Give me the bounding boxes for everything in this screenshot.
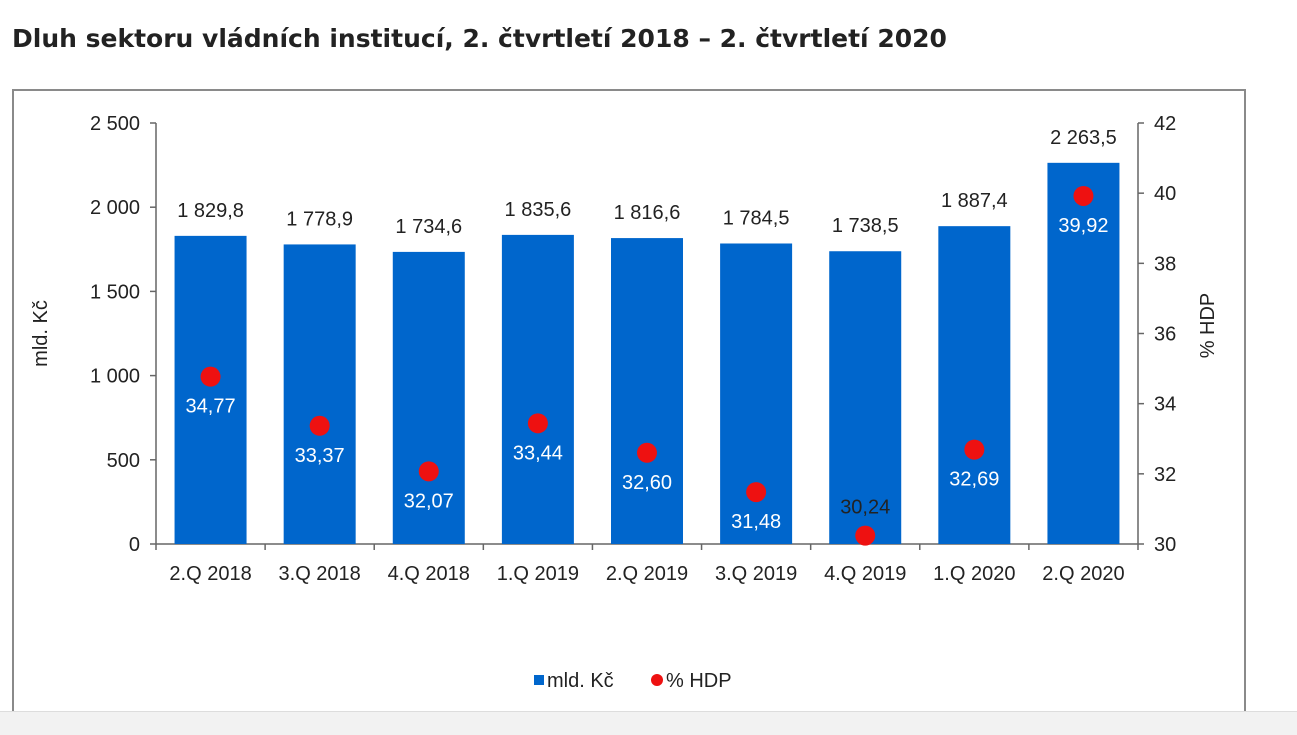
bar bbox=[501, 234, 574, 545]
right-axis-tick-label: 32 bbox=[1154, 464, 1176, 486]
hdp-value-label: 33,44 bbox=[513, 442, 563, 464]
legend-marker-bars bbox=[534, 675, 544, 685]
bar bbox=[1047, 162, 1120, 544]
right-axis-tick-label: 30 bbox=[1154, 534, 1176, 556]
bar bbox=[174, 235, 247, 544]
page-title: Dluh sektoru vládních institucí, 2. čtvr… bbox=[12, 24, 947, 53]
hdp-point bbox=[1073, 185, 1094, 206]
x-axis-tick-label: 4.Q 2018 bbox=[388, 563, 470, 585]
x-axis-tick-label: 2.Q 2018 bbox=[169, 563, 251, 585]
hdp-point bbox=[309, 415, 330, 436]
hdp-value-label: 39,92 bbox=[1058, 215, 1108, 237]
hdp-point bbox=[746, 482, 767, 503]
x-axis-tick-label: 2.Q 2020 bbox=[1042, 563, 1124, 585]
x-axis-tick-label: 3.Q 2018 bbox=[279, 563, 361, 585]
hdp-value-label: 32,07 bbox=[404, 490, 454, 512]
bar-value-label: 2 263,5 bbox=[1050, 127, 1117, 149]
left-axis-tick-label: 1 500 bbox=[90, 281, 140, 303]
hdp-value-label: 32,60 bbox=[622, 472, 672, 494]
bar-value-label: 1 829,8 bbox=[177, 200, 244, 222]
bar bbox=[938, 226, 1011, 544]
chart-frame: 0 500 1 000 1 500 2 000 2 500 mld. Kč 30 32 34 36 3… bbox=[12, 89, 1246, 729]
right-axis-tick-label: 40 bbox=[1154, 183, 1176, 205]
bottom-scroll-area bbox=[0, 711, 1297, 735]
hdp-point bbox=[964, 439, 985, 460]
bar-value-label: 1 816,6 bbox=[614, 202, 681, 224]
left-axis-tick-label: 2 500 bbox=[90, 113, 140, 135]
legend-label-bars: mld. Kč bbox=[547, 670, 614, 692]
hdp-value-label: 31,48 bbox=[731, 511, 781, 533]
left-axis-tick-label: 2 000 bbox=[90, 197, 140, 219]
bar bbox=[283, 244, 356, 545]
x-axis-tick-label: 3.Q 2019 bbox=[715, 563, 797, 585]
bar-value-label: 1 887,4 bbox=[941, 190, 1008, 212]
left-axis-label: mld. Kč bbox=[30, 300, 52, 367]
right-axis-tick-label: 38 bbox=[1154, 253, 1176, 275]
hdp-value-label: 32,69 bbox=[949, 469, 999, 491]
hdp-point bbox=[418, 461, 439, 482]
bar bbox=[392, 251, 465, 544]
hdp-value-label: 33,37 bbox=[295, 445, 345, 467]
x-axis-tick-label: 1.Q 2019 bbox=[497, 563, 579, 585]
hdp-point bbox=[855, 525, 876, 546]
left-axis-tick-label: 0 bbox=[129, 534, 140, 556]
hdp-value-label: 34,77 bbox=[186, 396, 236, 418]
x-axis-tick-label: 4.Q 2019 bbox=[824, 563, 906, 585]
right-axis-tick-label: 34 bbox=[1154, 394, 1176, 416]
legend-marker-points bbox=[651, 674, 663, 686]
bar-value-label: 1 734,6 bbox=[395, 216, 462, 238]
hdp-point bbox=[637, 442, 657, 463]
right-axis-label: % HDP bbox=[1197, 293, 1219, 359]
x-axis-tick-label: 1.Q 2020 bbox=[933, 563, 1015, 585]
hdp-value-label: 30,24 bbox=[840, 497, 890, 519]
bar-value-label: 1 778,9 bbox=[286, 208, 353, 230]
bar-value-label: 1 738,5 bbox=[832, 215, 899, 237]
debt-chart: 0 500 1 000 1 500 2 000 2 500 mld. Kč 30 32 34 36 3… bbox=[30, 113, 1219, 692]
left-axis-tick-label: 500 bbox=[107, 450, 140, 472]
right-axis-tick-label: 36 bbox=[1154, 324, 1176, 346]
bar bbox=[829, 251, 902, 544]
hdp-point bbox=[200, 366, 221, 387]
bar-value-label: 1 784,5 bbox=[723, 207, 790, 229]
hdp-point bbox=[527, 413, 548, 434]
bar-value-label: 1 835,6 bbox=[505, 199, 572, 221]
bar bbox=[611, 238, 683, 544]
left-axis-tick-label: 1 000 bbox=[90, 366, 140, 388]
legend-label-points: % HDP bbox=[666, 670, 732, 692]
x-axis-tick-label: 2.Q 2019 bbox=[606, 563, 688, 585]
right-axis-tick-label: 42 bbox=[1154, 113, 1176, 135]
